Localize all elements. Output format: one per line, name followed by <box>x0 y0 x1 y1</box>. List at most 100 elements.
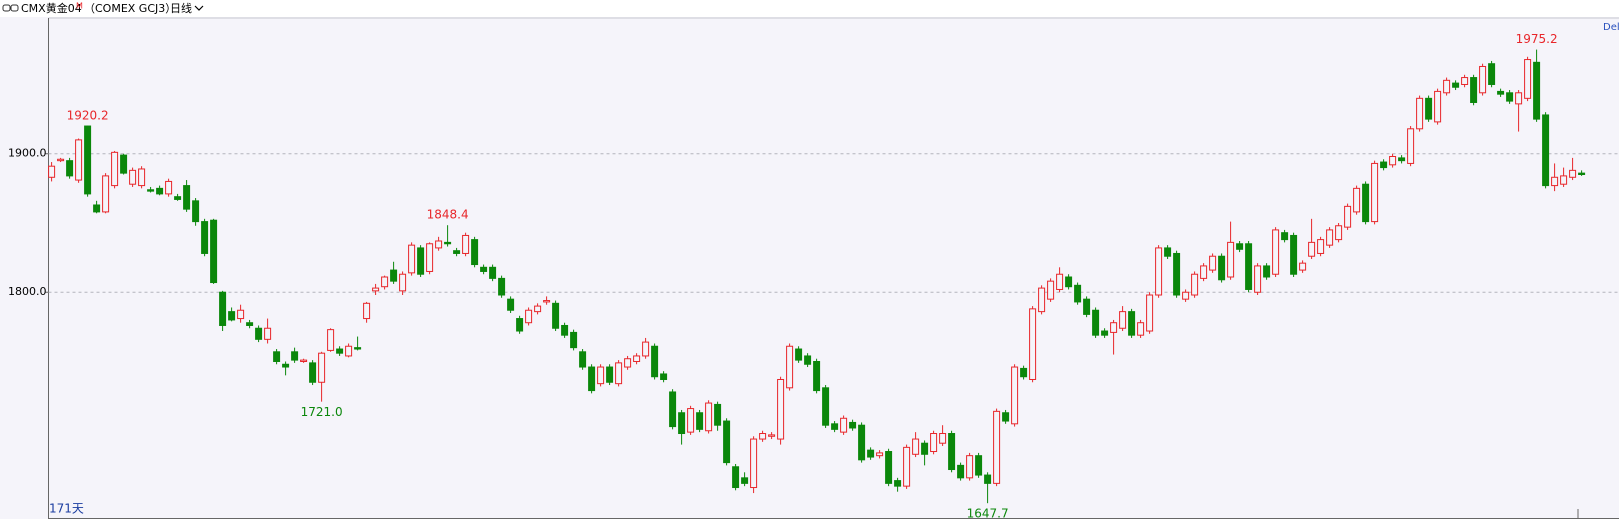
candle-body <box>1065 276 1073 288</box>
candle-body <box>1020 367 1028 378</box>
candle-body <box>786 345 794 389</box>
candle-body <box>480 266 488 272</box>
candle-body <box>246 322 254 326</box>
candle-body <box>1398 157 1406 162</box>
candle-body <box>939 433 947 444</box>
candle-body <box>1218 255 1226 281</box>
candle-body <box>606 366 614 383</box>
candle-body <box>768 434 776 437</box>
candle-body <box>192 200 200 223</box>
candle-body <box>345 345 353 357</box>
candle-body <box>1236 243 1244 250</box>
header-icon[interactable] <box>2 4 19 12</box>
candle-body <box>1155 247 1163 296</box>
candle-body <box>840 417 848 433</box>
candle-body <box>534 305 542 313</box>
dropdown-chevron[interactable] <box>194 5 204 11</box>
candle-body <box>732 466 740 489</box>
candle-body <box>1569 169 1577 178</box>
candle-body <box>165 180 173 195</box>
candle-body <box>687 408 695 433</box>
candle-body <box>1047 280 1055 300</box>
candle-body <box>435 240 443 249</box>
candle-body <box>1272 229 1280 275</box>
candle-body <box>363 302 371 320</box>
candle-body <box>1308 241 1316 257</box>
candle-body <box>318 352 326 383</box>
candle-body <box>309 362 317 383</box>
candle-body <box>1074 284 1082 303</box>
candle-body <box>903 446 911 487</box>
candle-body <box>354 347 362 350</box>
candle-body <box>426 243 434 272</box>
candle-body <box>1029 308 1037 380</box>
candle-body <box>111 151 119 187</box>
candle-body <box>408 244 416 274</box>
candle-body <box>156 187 164 195</box>
candle-body <box>138 168 146 187</box>
candle-body <box>1038 287 1046 313</box>
candle-body <box>1101 330 1109 336</box>
candle-body <box>1245 243 1253 290</box>
candle-body <box>264 327 272 340</box>
candle-body <box>615 362 623 385</box>
candle-body <box>201 221 209 254</box>
candle-body <box>390 269 398 282</box>
candle-body <box>1191 273 1199 296</box>
candle-body <box>147 189 155 192</box>
candle-body <box>1488 63 1496 85</box>
candle-body <box>471 239 479 266</box>
candle-body <box>570 331 578 349</box>
candle-body <box>1371 162 1379 223</box>
candle-body <box>957 464 965 479</box>
candle-body <box>1182 291 1190 300</box>
candle-body <box>597 366 605 385</box>
candle-body <box>516 318 524 332</box>
candle-body <box>1542 114 1550 187</box>
candle-body <box>1353 187 1361 213</box>
candle-body <box>489 266 497 279</box>
candle-body <box>1479 65 1487 94</box>
candle-body <box>93 204 101 213</box>
candle-body <box>1416 97 1424 130</box>
candle-body <box>1227 241 1235 278</box>
candle-body <box>1515 92 1523 105</box>
candle-body <box>1434 90 1442 123</box>
candle-body <box>498 277 506 296</box>
candle-body <box>1263 265 1271 278</box>
candle-body <box>453 250 461 254</box>
candle-body <box>984 474 992 484</box>
candle-body <box>291 351 299 361</box>
candle-body <box>1443 79 1451 94</box>
candle-body <box>912 438 920 455</box>
candle-body <box>948 433 956 471</box>
candle-body <box>273 351 281 362</box>
symbol: CMX黄金04 <box>21 1 82 15</box>
period-selector[interactable]: 日线 <box>170 1 192 15</box>
candle-body <box>1407 128 1415 164</box>
candle-body <box>1425 97 1433 120</box>
candle-body <box>1092 309 1100 336</box>
candle-body <box>336 348 344 354</box>
candle-body <box>660 373 668 380</box>
plot-area: 1800.0 1900.0 1920.2 1721.0 1848.4 1647.7 1975… <box>8 32 1619 519</box>
icon-part <box>2 4 11 12</box>
candle-body <box>1470 77 1478 103</box>
candle-body <box>669 391 677 428</box>
candle-body <box>525 309 533 324</box>
candle-body <box>714 403 722 426</box>
candle-body <box>462 234 470 254</box>
candle-body <box>966 455 974 479</box>
candle-body <box>921 442 929 455</box>
candle-body <box>858 424 866 461</box>
candle-body <box>723 420 731 464</box>
y-tick-label: 1800.0 <box>8 285 47 298</box>
candle-body <box>759 433 767 440</box>
candle-body <box>1299 262 1307 271</box>
candle-body <box>930 433 938 453</box>
candle-body <box>228 311 236 321</box>
candle-body <box>741 477 749 484</box>
candle-body <box>84 125 92 195</box>
candle-body <box>1524 59 1532 99</box>
